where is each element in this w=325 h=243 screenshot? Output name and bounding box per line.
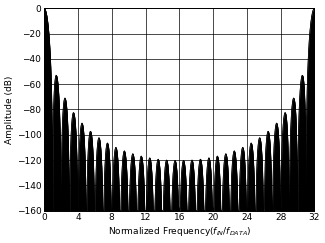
Y-axis label: Amplitude (dB): Amplitude (dB) xyxy=(5,75,14,144)
X-axis label: Normalized Frequency($f_{IN}/f_{DATA}$): Normalized Frequency($f_{IN}/f_{DATA}$) xyxy=(108,225,251,238)
